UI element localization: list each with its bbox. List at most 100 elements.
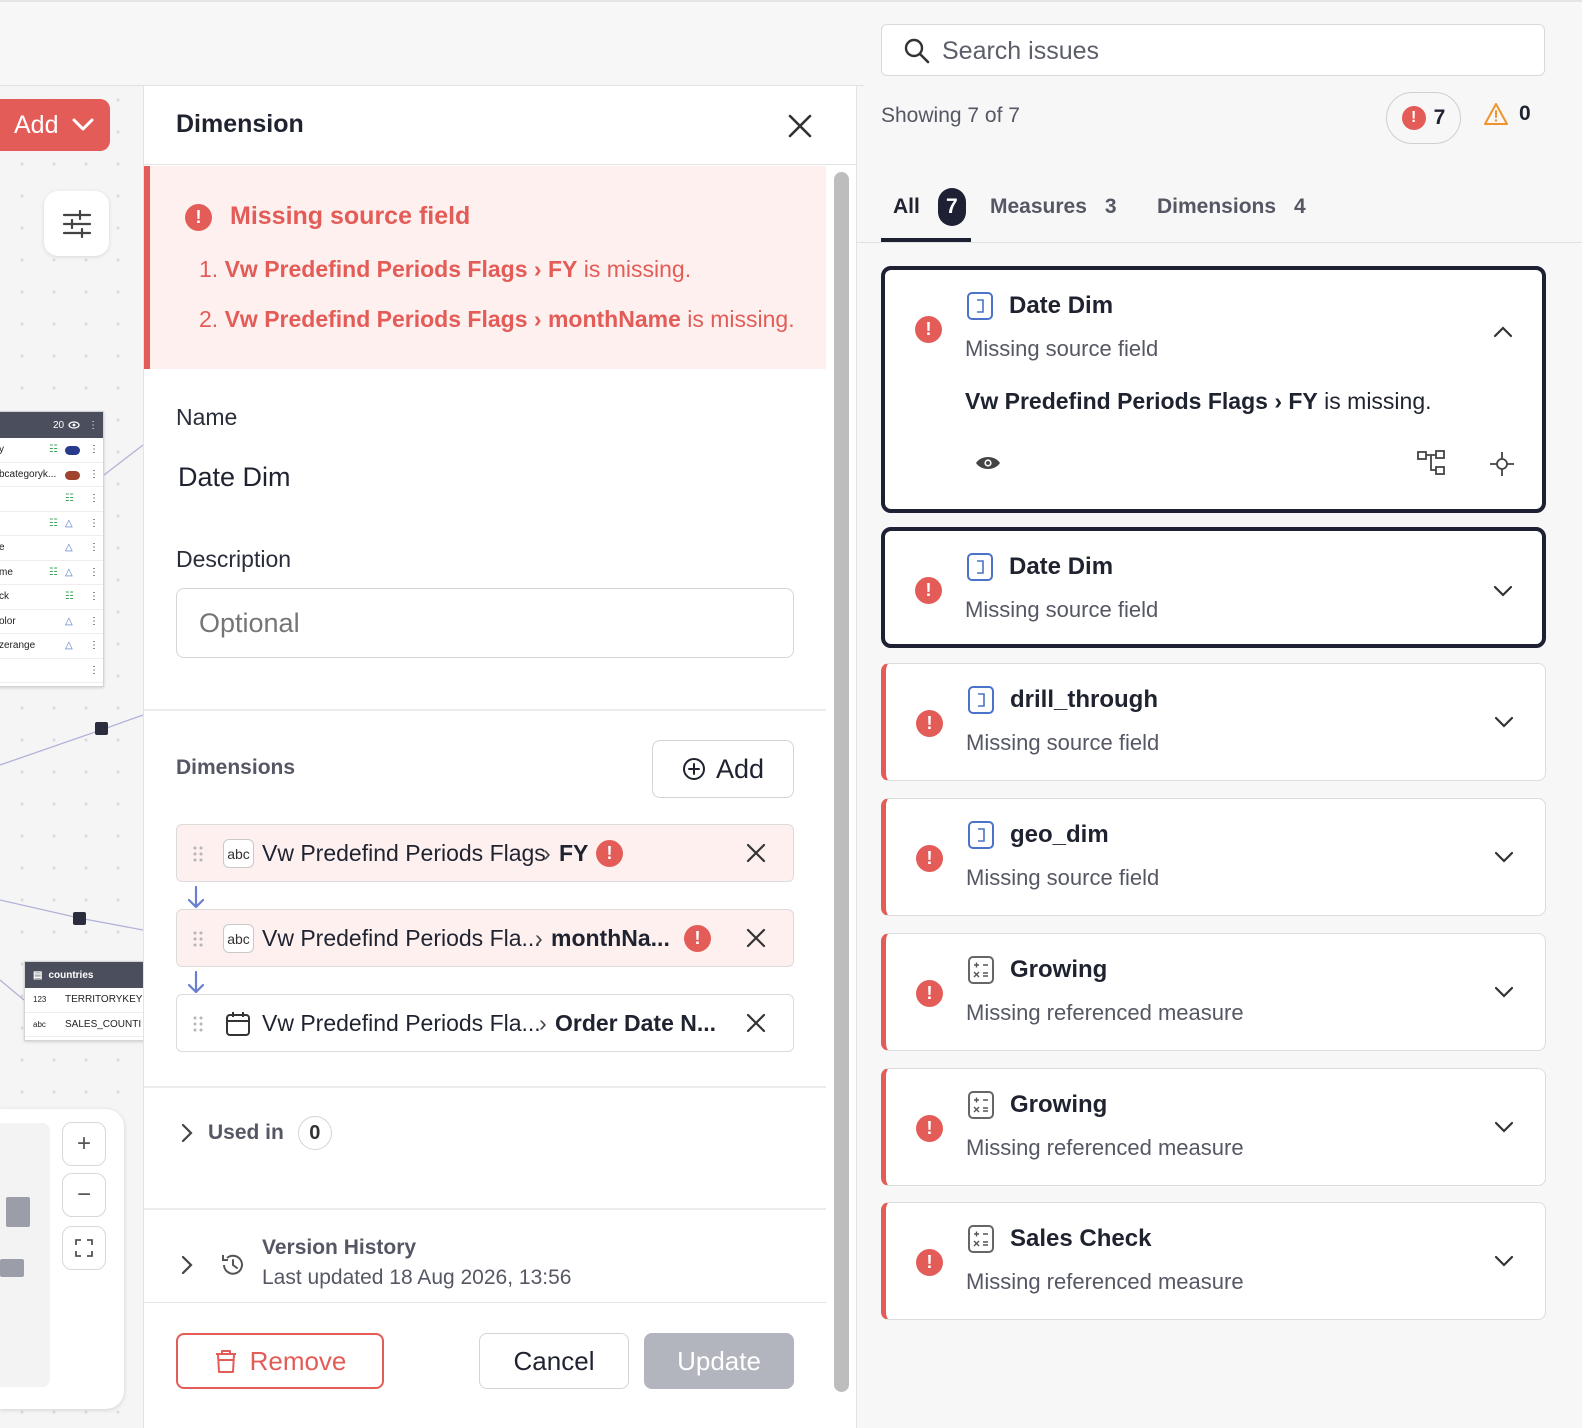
table-row[interactable]: me ☷ △ ⋮: [0, 561, 103, 585]
chevron-down-icon[interactable]: [1492, 1249, 1516, 1273]
dimension-row[interactable]: Vw Predefind Periods Fla... › Order Date…: [176, 994, 794, 1052]
name-field[interactable]: Date Dim: [178, 462, 291, 492]
search-box[interactable]: [881, 24, 1545, 76]
issue-card[interactable]: ! Sales Check Missing referenced measure: [881, 1202, 1546, 1320]
error-icon: !: [596, 840, 623, 867]
dimension-field: monthNa...: [551, 925, 670, 951]
error-icon: !: [916, 845, 943, 872]
tab-label: All: [893, 195, 920, 218]
remove-dimension-icon[interactable]: [743, 1010, 769, 1036]
sliders-icon: [62, 209, 91, 238]
drag-handle-icon[interactable]: [193, 1015, 203, 1033]
error-item: 1. Vw Predefind Periods Flags › FY is mi…: [199, 256, 692, 282]
table-row[interactable]: olor △ ⋮: [0, 610, 103, 634]
table-field-count: 20: [53, 419, 65, 431]
locate-icon[interactable]: [1489, 451, 1515, 477]
dimension-separator: ›: [539, 1010, 547, 1036]
error-count: 7: [1433, 106, 1446, 129]
chevron-down-icon[interactable]: [1492, 710, 1516, 734]
add-dimension-button[interactable]: Add: [652, 740, 794, 798]
lineage-icon[interactable]: [1417, 450, 1447, 476]
description-input[interactable]: [176, 588, 794, 658]
table-row[interactable]: ☷ △ ⋮: [0, 512, 103, 536]
scrollbar[interactable]: [834, 172, 849, 1392]
table-row[interactable]: y☷⋮: [0, 438, 103, 463]
remove-button[interactable]: Remove: [176, 1333, 384, 1389]
add-button-label: Add: [14, 110, 59, 139]
calculator-icon: [968, 1091, 994, 1119]
remove-label: Remove: [249, 1345, 347, 1376]
dimension-row[interactable]: abc Vw Predefind Periods Fla... › monthN…: [176, 909, 794, 967]
issue-card[interactable]: ! geo_dim Missing source field: [881, 798, 1546, 916]
chevron-up-icon[interactable]: [1491, 320, 1515, 344]
results-count: Showing 7 of 7: [881, 104, 1020, 127]
used-in-toggle[interactable]: Used in 0: [180, 1116, 332, 1150]
issue-title: Growing: [1010, 956, 1108, 983]
search-icon: [904, 38, 930, 64]
issue-card[interactable]: ! Date Dim Missing source field: [881, 527, 1546, 648]
drag-handle-icon[interactable]: [193, 845, 203, 863]
error-icon: !: [684, 925, 711, 952]
dimension-field: FY: [559, 840, 589, 866]
table-row[interactable]: abc SALES_COUNTI: [25, 1013, 143, 1037]
table-row[interactable]: bcategoryk... ⋮: [0, 463, 103, 487]
zoom-out-button[interactable]: −: [62, 1173, 106, 1217]
dimension-source: Vw Predefind Periods Fla...: [262, 1010, 541, 1036]
close-icon[interactable]: [785, 111, 815, 141]
cancel-button[interactable]: Cancel: [479, 1333, 629, 1389]
table-row[interactable]: zerange △ ⋮: [0, 634, 103, 659]
table-row[interactable]: ck ☷ ⋮: [0, 585, 103, 610]
version-history-timestamp: Last updated 18 Aug 2026, 13:56: [262, 1266, 572, 1289]
top-toolbar: [0, 0, 864, 86]
dimension-icon: [967, 292, 993, 320]
error-filter-toggle[interactable]: ! 7: [1386, 92, 1461, 144]
table-row[interactable]: e△⋮: [0, 536, 103, 561]
drag-handle-icon[interactable]: [193, 930, 203, 948]
chevron-down-icon[interactable]: [1492, 980, 1516, 1004]
dimension-icon: [967, 553, 993, 581]
update-button[interactable]: Update: [644, 1333, 794, 1389]
chevron-down-icon[interactable]: [1491, 579, 1515, 603]
chevron-down-icon: [72, 118, 94, 131]
issue-card[interactable]: ! Date Dim Missing source field Vw Prede…: [881, 266, 1546, 513]
table-row[interactable]: ☷ ⋮: [0, 487, 103, 512]
search-input[interactable]: [942, 33, 1522, 69]
dimensions-label: Dimensions: [176, 756, 296, 779]
tab-dimensions[interactable]: Dimensions 4: [1157, 188, 1306, 226]
issue-card[interactable]: ! Growing Missing referenced measure: [881, 933, 1546, 1051]
issue-type: Missing source field: [965, 597, 1159, 622]
chevron-down-icon[interactable]: [1492, 845, 1516, 869]
issue-type: Missing source field: [966, 865, 1160, 890]
fit-view-button[interactable]: [62, 1226, 106, 1270]
issue-type: Missing referenced measure: [966, 1269, 1244, 1294]
error-item: 2. Vw Predefind Periods Flags › monthNam…: [199, 306, 795, 332]
add-button[interactable]: Add: [0, 99, 110, 151]
table-node[interactable]: 20 ⋮ y☷⋮ bcategoryk...⋮ ☷⋮ ☷△⋮ e△⋮ me☷△⋮…: [0, 411, 104, 687]
issue-card[interactable]: ! Growing Missing referenced measure: [881, 1068, 1546, 1186]
filter-settings-button[interactable]: [44, 191, 109, 256]
tab-measures[interactable]: Measures 3: [990, 188, 1117, 226]
zoom-in-button[interactable]: +: [62, 1122, 106, 1166]
model-canvas[interactable]: Add 20 ⋮ y☷⋮ bcategoryk...⋮ ☷⋮: [0, 0, 143, 1428]
eye-icon[interactable]: [975, 454, 1001, 472]
table-node-countries[interactable]: ▤ countries 123 TERRITORYKEY abc SALES_COUN…: [24, 961, 143, 1041]
chevron-right-icon: [181, 1255, 193, 1275]
minimap[interactable]: [0, 1123, 50, 1387]
panel-footer: Remove Cancel Update: [144, 1302, 826, 1428]
issue-title: Sales Check: [1010, 1225, 1152, 1252]
trash-icon: [215, 1350, 236, 1373]
version-history-title: Version History: [262, 1236, 417, 1259]
error-icon: !: [916, 1115, 943, 1142]
remove-dimension-icon[interactable]: [743, 925, 769, 951]
warning-icon: [1484, 103, 1508, 125]
tab-all[interactable]: All 7: [893, 188, 966, 226]
chevron-down-icon[interactable]: [1492, 1115, 1516, 1139]
warning-filter-toggle[interactable]: 0: [1483, 102, 1531, 126]
table-row[interactable]: 123 TERRITORYKEY: [25, 988, 143, 1013]
dimension-row[interactable]: abc Vw Predefind Periods Flags › FY !: [176, 824, 794, 882]
connector-lines: [0, 444, 143, 1001]
table-row[interactable]: ⋮: [0, 659, 103, 683]
remove-dimension-icon[interactable]: [743, 840, 769, 866]
issue-card[interactable]: ! drill_through Missing source field: [881, 663, 1546, 781]
plus-circle-icon: [682, 758, 705, 780]
